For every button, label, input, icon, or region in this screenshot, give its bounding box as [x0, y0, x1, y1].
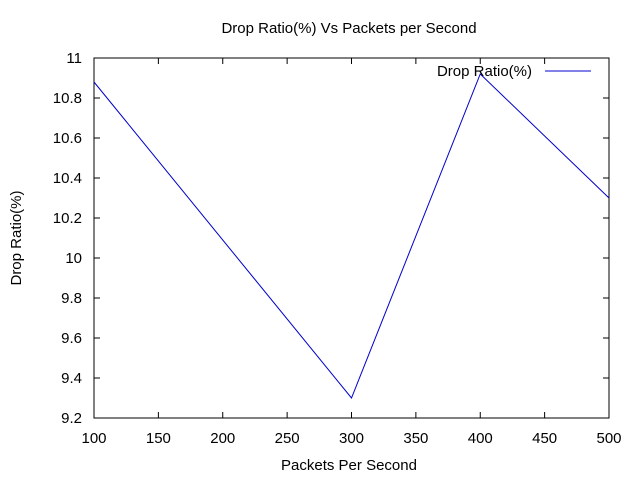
x-tick-label: 300 — [339, 430, 364, 447]
x-tick-label: 200 — [210, 430, 235, 447]
chart-title: Drop Ratio(%) Vs Packets per Second — [221, 20, 476, 37]
y-tick-label: 11 — [66, 50, 82, 67]
y-tick-label: 9.4 — [61, 370, 82, 387]
x-tick-label: 500 — [596, 430, 621, 447]
x-tick-label: 400 — [468, 430, 493, 447]
y-tick-label: 9.6 — [61, 330, 82, 347]
y-tick-label: 10.8 — [53, 90, 82, 107]
y-tick-label: 9.2 — [61, 410, 82, 427]
x-tick-label: 100 — [81, 430, 106, 447]
y-tick-label: 10.6 — [53, 130, 82, 147]
x-tick-label: 150 — [146, 430, 171, 447]
plot-frame — [93, 57, 610, 419]
legend: Drop Ratio(%) — [437, 63, 591, 80]
x-tick-label: 350 — [403, 430, 428, 447]
y-axis: 9.2 9.4 9.6 9.8 10 10.2 10.4 10.6 10.8 11 — [53, 50, 609, 427]
x-tick-label: 250 — [275, 430, 300, 447]
y-axis-label: Drop Ratio(%) — [8, 190, 25, 285]
legend-label: Drop Ratio(%) — [437, 63, 532, 80]
y-tick-label: 10 — [65, 250, 82, 267]
y-tick-label: 10.2 — [53, 210, 82, 227]
x-tick-label: 450 — [532, 430, 557, 447]
series-layer — [93, 73, 610, 399]
x-axis-label: Packets Per Second — [281, 457, 417, 474]
x-axis: 100 150 200 250 300 350 400 450 500 — [81, 58, 622, 447]
series-line — [93, 73, 610, 399]
y-tick-label: 10.4 — [53, 170, 82, 187]
y-tick-label: 9.8 — [61, 290, 82, 307]
